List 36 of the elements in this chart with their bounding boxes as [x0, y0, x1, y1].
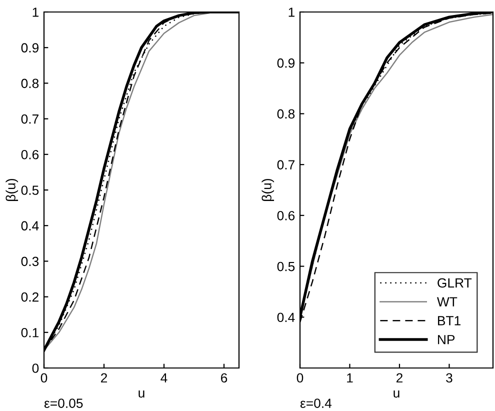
- x-tick-label: 1: [347, 373, 353, 382]
- y-tick-label: 0: [32, 364, 39, 373]
- x-tick-label: 2: [396, 373, 402, 382]
- y-axis-title: β(u): [6, 178, 18, 201]
- text: ε=0.4: [300, 398, 332, 408]
- y-tick-label: 0.7: [277, 160, 294, 170]
- x-tick-label: 2: [100, 373, 108, 382]
- y-tick-label: 0.7: [21, 114, 38, 124]
- y-tick-label: 0.3: [21, 256, 39, 266]
- y-tick-label: 0.9: [21, 43, 39, 53]
- y-tick-label: 0.6: [277, 210, 295, 220]
- x-axis-title: u: [138, 390, 144, 398]
- x-tick-label: 3: [446, 373, 452, 383]
- x-tick-label: 0: [296, 373, 304, 383]
- y-tick-label: 1: [32, 8, 38, 17]
- legend-label: BT1: [438, 316, 460, 326]
- y-tick-label: 0.5: [21, 186, 39, 195]
- x-axis-title: u: [394, 390, 400, 398]
- y-axis-title: β(u): [262, 178, 274, 201]
- y-tick-label: 0.6: [21, 150, 39, 160]
- y-tick-label: 0.8: [21, 78, 39, 88]
- y-tick-label: 0.8: [277, 109, 295, 119]
- legend-label: NP: [438, 335, 455, 344]
- y-tick-label: 0.9: [277, 58, 295, 68]
- legend-label: WT: [436, 297, 458, 306]
- x-tick-label: 0: [40, 373, 48, 383]
- y-tick-label: 0.4: [21, 221, 39, 231]
- x-tick-label: 6: [221, 373, 228, 383]
- x-tick-label: 4: [160, 373, 168, 382]
- y-tick-label: 0.5: [277, 262, 295, 272]
- y-tick-label: 1: [288, 8, 294, 17]
- legend-label: GLRT: [438, 278, 472, 288]
- y-tick-label: 0.4: [277, 312, 295, 322]
- y-tick-label: 0.1: [21, 328, 38, 338]
- text: ε=0.05: [44, 398, 83, 408]
- y-tick-label: 0.2: [21, 292, 38, 302]
